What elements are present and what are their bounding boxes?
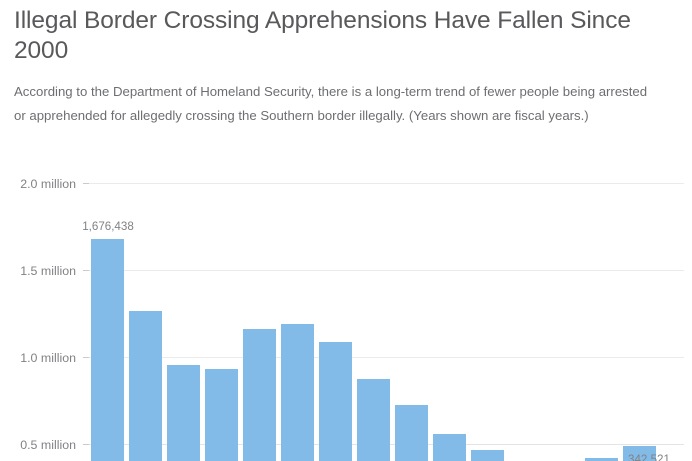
gridline-1-5-million bbox=[88, 270, 684, 271]
bar-2014[interactable] bbox=[623, 446, 656, 461]
tick-dash-2-0-million bbox=[83, 183, 89, 184]
y-axis-label-1-5-million: 1.5 million bbox=[20, 264, 76, 278]
bar-2005[interactable] bbox=[281, 324, 314, 461]
bar-2007[interactable] bbox=[357, 379, 390, 461]
gridline-1-0-million bbox=[88, 357, 684, 358]
bar-2003[interactable] bbox=[205, 369, 238, 461]
chart-subtitle: According to the Department of Homeland … bbox=[14, 84, 648, 123]
y-axis-label-0-5-million: 0.5 million bbox=[20, 438, 76, 452]
y-axis-label-2-0-million: 2.0 million bbox=[20, 177, 76, 191]
y-axis-label-1-0-million: 1.0 million bbox=[20, 351, 76, 365]
page-title: Illegal Border Crossing Apprehensions Ha… bbox=[14, 7, 631, 64]
bar-2001[interactable] bbox=[129, 311, 162, 461]
tick-dash-0-5-million bbox=[83, 444, 89, 445]
bar-2009[interactable] bbox=[433, 434, 466, 461]
bar-2006[interactable] bbox=[319, 342, 352, 461]
gridline-2-0-million bbox=[88, 183, 684, 184]
bar-2000[interactable] bbox=[91, 239, 124, 461]
bar-value-label-2000: 1,676,438 bbox=[82, 220, 134, 233]
tick-dash-1-5-million bbox=[83, 270, 89, 271]
bar-2008[interactable] bbox=[395, 405, 428, 461]
tick-dash-1-0-million bbox=[83, 357, 89, 358]
bar-2010[interactable] bbox=[471, 450, 504, 461]
bar-value-label-2015: 342,521 bbox=[628, 453, 670, 461]
bar-2013[interactable] bbox=[585, 458, 618, 461]
bar-2004[interactable] bbox=[243, 329, 276, 461]
bar-2002[interactable] bbox=[167, 365, 200, 461]
